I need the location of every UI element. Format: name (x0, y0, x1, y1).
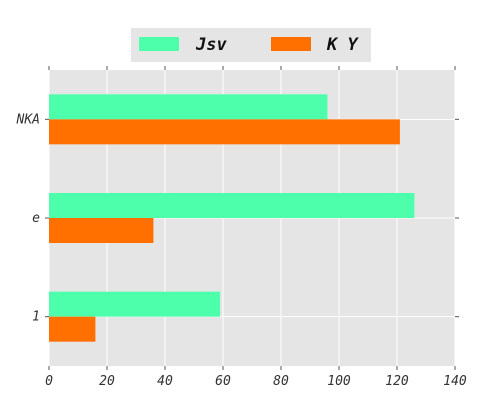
x-tick-label: 20 (99, 374, 115, 389)
bars (49, 94, 415, 342)
legend-label: K Y (326, 35, 359, 55)
legend-label: Jsv (195, 35, 227, 55)
x-tick-label: 40 (157, 374, 173, 389)
bar-jsv-nka (49, 94, 328, 120)
x-tick-label: 120 (385, 374, 409, 389)
bar-jsv-1 (49, 291, 221, 317)
axis-ticks: 0 20 40 60 80 100 120 140 1 e NKA (16, 66, 467, 389)
y-tick-label: e (32, 211, 40, 226)
x-tick-label: 0 (45, 374, 53, 389)
bar-k-y-nka (49, 119, 400, 145)
legend-swatch (139, 37, 179, 51)
y-tick-label: 1 (32, 310, 40, 325)
bar-k-y-e (49, 218, 154, 243)
bar-k-y-1 (49, 316, 96, 342)
bar-jsv-e (49, 193, 415, 218)
legend-swatch (271, 37, 311, 51)
legend: Jsv K Y (131, 28, 371, 62)
x-tick-label: 140 (443, 374, 467, 389)
y-tick-label: NKA (16, 112, 40, 127)
x-tick-label: 80 (273, 374, 289, 389)
x-tick-label: 60 (215, 374, 231, 389)
x-tick-label: 100 (327, 374, 351, 389)
